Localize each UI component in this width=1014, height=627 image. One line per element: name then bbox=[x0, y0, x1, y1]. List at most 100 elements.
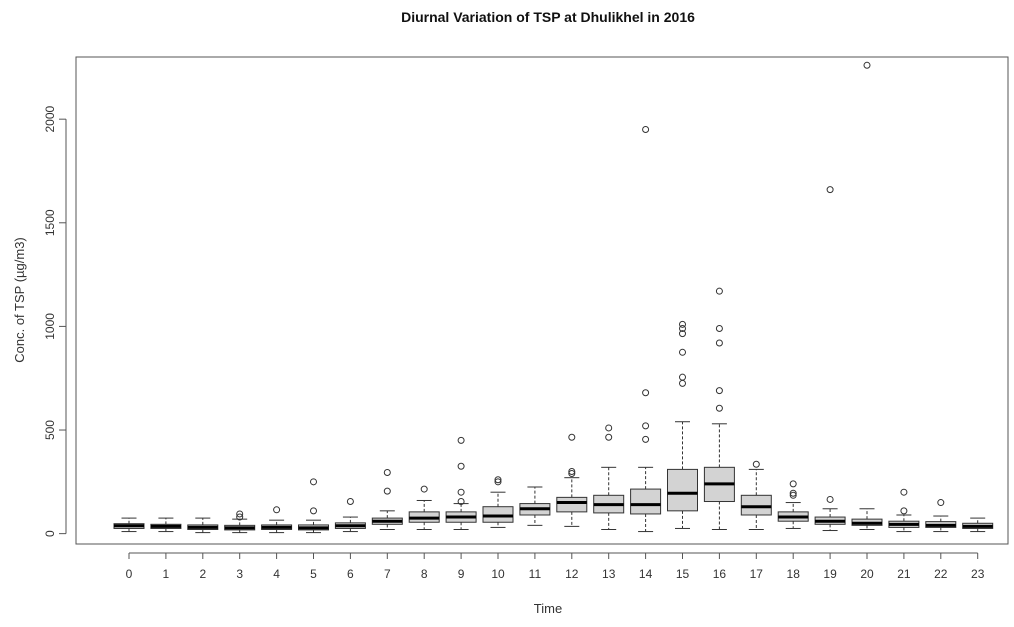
box-5 bbox=[298, 478, 329, 534]
box-10 bbox=[482, 476, 514, 528]
outlier-point bbox=[568, 470, 576, 478]
y-tick-label: 2000 bbox=[43, 106, 57, 133]
box-iqr bbox=[740, 494, 772, 516]
x-tick-label: 9 bbox=[458, 567, 465, 581]
box-9 bbox=[445, 436, 477, 530]
box-14 bbox=[630, 126, 662, 533]
outlier-point bbox=[568, 433, 576, 441]
outlier-point bbox=[605, 433, 613, 441]
x-axis-label: Time bbox=[534, 601, 562, 616]
box-iqr bbox=[482, 506, 514, 523]
box-0 bbox=[113, 517, 145, 533]
outlier-point bbox=[937, 499, 945, 507]
outlier-point bbox=[457, 462, 465, 470]
box-7 bbox=[371, 469, 403, 530]
outlier-point bbox=[826, 186, 834, 194]
outlier-point bbox=[236, 510, 244, 518]
box-iqr bbox=[556, 496, 588, 513]
outlier-point bbox=[494, 478, 502, 486]
x-tick-label: 3 bbox=[236, 567, 243, 581]
outlier-point bbox=[715, 339, 723, 347]
outlier-point bbox=[568, 467, 576, 475]
x-tick-label: 22 bbox=[934, 567, 948, 581]
outlier-point bbox=[642, 389, 650, 397]
x-tick-label: 21 bbox=[897, 567, 911, 581]
outlier-point bbox=[605, 424, 613, 432]
x-tick-label: 16 bbox=[713, 567, 727, 581]
outlier-point bbox=[494, 476, 502, 484]
box-23 bbox=[962, 517, 994, 533]
box-12 bbox=[556, 433, 588, 527]
y-tick-label: 500 bbox=[43, 420, 57, 440]
y-tick-label: 1000 bbox=[43, 313, 57, 340]
outlier-point bbox=[420, 485, 428, 493]
outlier-point bbox=[789, 491, 797, 499]
box-17 bbox=[740, 460, 772, 530]
y-tick-label: 1500 bbox=[43, 209, 57, 236]
box-series bbox=[113, 61, 994, 534]
x-tick-label: 17 bbox=[750, 567, 764, 581]
x-tick-label: 13 bbox=[602, 567, 616, 581]
outlier-point bbox=[346, 498, 354, 506]
box-2 bbox=[187, 517, 219, 534]
outlier-point bbox=[900, 488, 908, 496]
outlier-point bbox=[642, 435, 650, 443]
outlier-point bbox=[273, 506, 281, 514]
outlier-point bbox=[310, 478, 317, 486]
box-21 bbox=[888, 488, 920, 533]
outlier-point bbox=[642, 422, 650, 430]
box-20 bbox=[851, 61, 883, 530]
box-18 bbox=[777, 480, 809, 529]
x-tick-label: 14 bbox=[639, 567, 653, 581]
box-iqr bbox=[667, 468, 698, 512]
y-axis-label: Conc. of TSP (µg/m3) bbox=[12, 237, 27, 363]
outlier-point bbox=[789, 489, 797, 497]
x-tick-label: 23 bbox=[971, 567, 985, 581]
x-tick-label: 7 bbox=[384, 567, 391, 581]
outlier-point bbox=[715, 324, 723, 332]
outlier-point bbox=[715, 287, 723, 295]
x-tick-label: 12 bbox=[565, 567, 579, 581]
outlier-point bbox=[642, 126, 650, 134]
box-4 bbox=[261, 506, 293, 534]
outlier-point bbox=[679, 373, 686, 381]
outlier-point bbox=[679, 324, 686, 332]
outlier-point bbox=[789, 480, 797, 488]
box-19 bbox=[814, 186, 846, 532]
outlier-point bbox=[826, 495, 834, 503]
plot-frame bbox=[75, 56, 1009, 545]
outlier-point bbox=[679, 348, 686, 356]
outlier-point bbox=[752, 460, 760, 468]
outlier-point bbox=[457, 498, 465, 506]
y-tick-label: 0 bbox=[43, 530, 57, 537]
y-axis: 0 500 1000 1500 2000 bbox=[43, 106, 67, 537]
box-iqr bbox=[630, 488, 662, 515]
x-tick-label: 10 bbox=[491, 567, 505, 581]
x-tick-label: 2 bbox=[199, 567, 206, 581]
x-tick-label: 8 bbox=[421, 567, 428, 581]
x-tick-label: 19 bbox=[823, 567, 837, 581]
outlier-point bbox=[679, 379, 686, 387]
box-13 bbox=[593, 424, 625, 530]
x-tick-label: 20 bbox=[860, 567, 874, 581]
chart-title: Diurnal Variation of TSP at Dhulikhel in… bbox=[401, 9, 695, 25]
x-tick-label: 5 bbox=[310, 567, 317, 581]
outlier-point bbox=[236, 513, 244, 521]
box-1 bbox=[150, 517, 182, 533]
x-tick-label: 6 bbox=[347, 567, 354, 581]
x-tick-label: 18 bbox=[787, 567, 801, 581]
outlier-point bbox=[679, 330, 686, 338]
outlier-point bbox=[383, 469, 391, 477]
outlier-point bbox=[900, 507, 908, 515]
x-tick-label: 0 bbox=[126, 567, 133, 581]
x-tick-label: 15 bbox=[676, 567, 690, 581]
outlier-point bbox=[715, 387, 723, 395]
box-22 bbox=[925, 499, 957, 533]
x-tick-label: 1 bbox=[163, 567, 170, 581]
x-axis: 0 1 2 3 4 5 6 7 8 9 10 11 12 13 14 15 16 17 18 19 20 21 22 23 bbox=[126, 552, 985, 581]
box-3 bbox=[224, 510, 256, 534]
outlier-point bbox=[310, 507, 317, 515]
box-15 bbox=[667, 320, 698, 529]
box-8 bbox=[408, 485, 440, 530]
